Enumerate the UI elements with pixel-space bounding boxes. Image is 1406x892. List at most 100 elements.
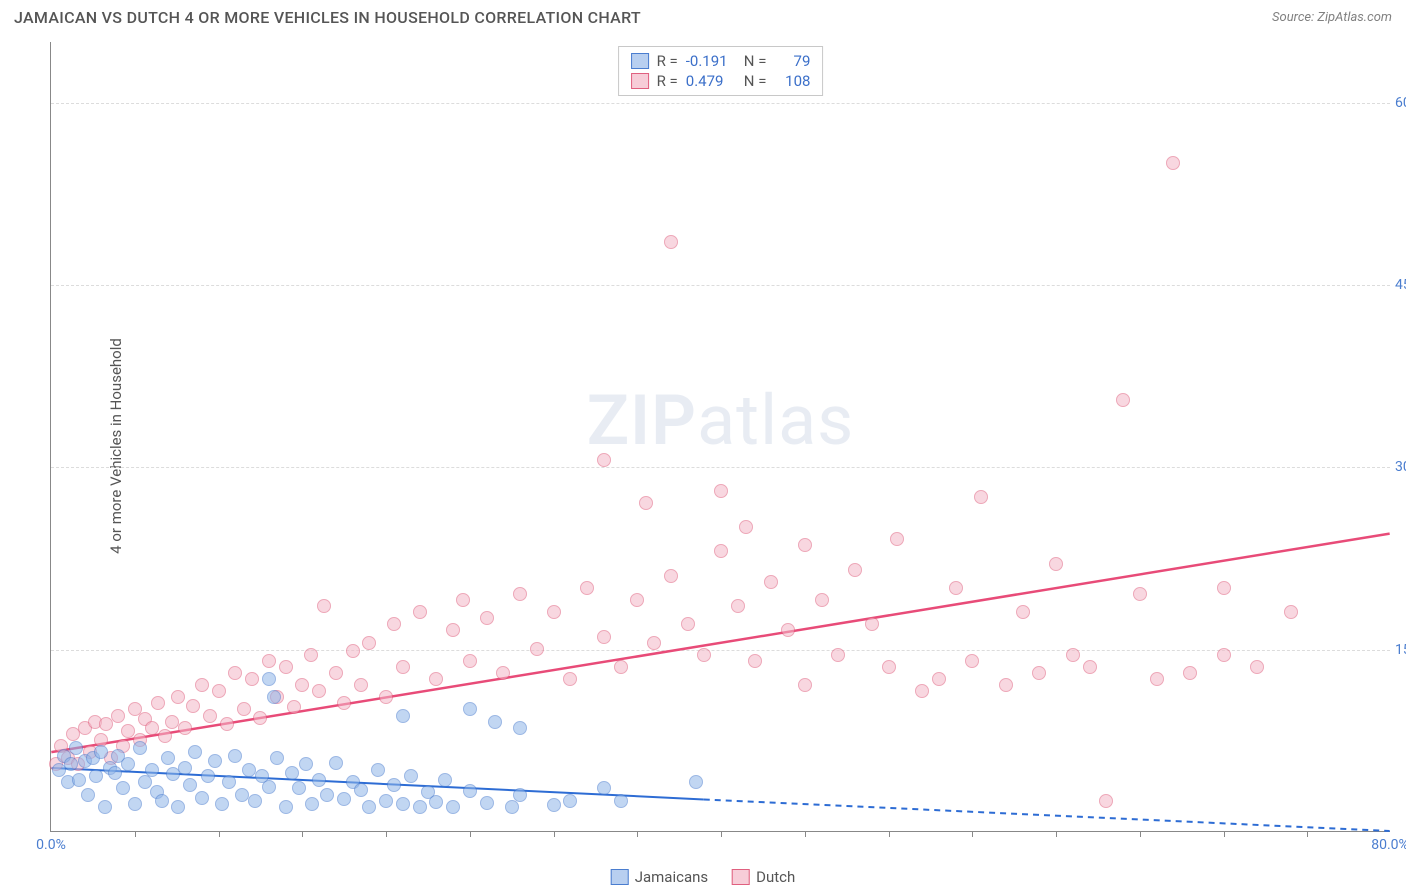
y-tick-label: 45.0%	[1395, 277, 1406, 293]
data-point-dutch	[1250, 660, 1264, 674]
y-tick-label: 60.0%	[1395, 95, 1406, 111]
data-point-jamaicans	[262, 780, 276, 794]
data-point-jamaicans	[337, 792, 351, 806]
data-point-dutch	[195, 678, 209, 692]
data-point-dutch	[848, 563, 862, 577]
data-point-jamaicans	[446, 800, 460, 814]
data-point-dutch	[1217, 581, 1231, 595]
data-point-dutch	[932, 672, 946, 686]
data-point-dutch	[1150, 672, 1164, 686]
data-point-dutch	[158, 729, 172, 743]
data-point-dutch	[630, 593, 644, 607]
data-point-dutch	[262, 654, 276, 668]
data-point-jamaicans	[235, 788, 249, 802]
data-point-dutch	[1016, 605, 1030, 619]
data-point-dutch	[739, 520, 753, 534]
correlation-stats-box: R = -0.191 N = 79 R = 0.479 N = 108	[618, 46, 824, 96]
data-point-dutch	[212, 684, 226, 698]
data-point-dutch	[111, 709, 125, 723]
data-point-jamaicans	[488, 715, 502, 729]
data-point-dutch	[337, 696, 351, 710]
data-point-dutch	[295, 678, 309, 692]
data-point-jamaicans	[463, 702, 477, 716]
data-point-dutch	[664, 235, 678, 249]
data-point-dutch	[639, 496, 653, 510]
r-value-dutch: 0.479	[686, 72, 736, 90]
data-point-jamaicans	[64, 757, 78, 771]
data-point-jamaicans	[299, 757, 313, 771]
data-point-dutch	[547, 605, 561, 619]
data-point-dutch	[1032, 666, 1046, 680]
data-point-dutch	[496, 666, 510, 680]
data-point-dutch	[312, 684, 326, 698]
data-point-jamaicans	[279, 800, 293, 814]
x-minor-tick	[302, 831, 303, 837]
data-point-jamaicans	[329, 756, 343, 770]
data-point-dutch	[228, 666, 242, 680]
data-point-jamaicans	[563, 794, 577, 808]
data-point-dutch	[178, 721, 192, 735]
legend-label-dutch: Dutch	[756, 868, 795, 886]
data-point-jamaicans	[387, 778, 401, 792]
data-point-jamaicans	[98, 800, 112, 814]
x-minor-tick	[889, 831, 890, 837]
r-label: R =	[657, 72, 678, 90]
data-point-dutch	[915, 684, 929, 698]
data-point-jamaicans	[396, 709, 410, 723]
data-point-dutch	[379, 690, 393, 704]
x-minor-tick	[135, 831, 136, 837]
data-point-dutch	[1166, 156, 1180, 170]
data-point-dutch	[530, 642, 544, 656]
data-point-dutch	[346, 644, 360, 658]
data-point-jamaicans	[597, 781, 611, 795]
data-point-dutch	[513, 587, 527, 601]
y-tick-label: 15.0%	[1395, 642, 1406, 658]
legend-item-dutch: Dutch	[732, 868, 795, 886]
legend-swatch-jamaicans	[611, 869, 629, 885]
x-minor-tick	[470, 831, 471, 837]
data-point-dutch	[329, 666, 343, 680]
data-point-jamaicans	[228, 749, 242, 763]
chart-title: JAMAICAN VS DUTCH 4 OR MORE VEHICLES IN …	[14, 8, 641, 27]
data-point-jamaicans	[513, 788, 527, 802]
data-point-jamaicans	[513, 721, 527, 735]
x-minor-tick	[721, 831, 722, 837]
data-point-jamaicans	[171, 800, 185, 814]
data-point-jamaicans	[242, 763, 256, 777]
chart-header: JAMAICAN VS DUTCH 4 OR MORE VEHICLES IN …	[0, 0, 1406, 33]
data-point-dutch	[781, 623, 795, 637]
data-point-jamaicans	[222, 775, 236, 789]
swatch-dutch	[631, 73, 649, 89]
data-point-jamaicans	[292, 781, 306, 795]
data-point-dutch	[664, 569, 678, 583]
data-point-dutch	[697, 648, 711, 662]
data-point-dutch	[882, 660, 896, 674]
data-point-jamaicans	[248, 794, 262, 808]
data-point-jamaicans	[371, 763, 385, 777]
data-point-dutch	[317, 599, 331, 613]
data-point-dutch	[890, 532, 904, 546]
data-point-dutch	[831, 648, 845, 662]
data-point-dutch	[245, 672, 259, 686]
stats-row-dutch: R = 0.479 N = 108	[631, 71, 811, 91]
data-point-dutch	[563, 672, 577, 686]
data-point-jamaicans	[354, 783, 368, 797]
x-tick-max: 80.0%	[1371, 837, 1406, 853]
data-point-jamaicans	[305, 797, 319, 811]
x-minor-tick	[1307, 831, 1308, 837]
r-value-jamaicans: -0.191	[686, 52, 736, 70]
n-label: N =	[744, 72, 767, 90]
data-point-dutch	[203, 709, 217, 723]
data-point-dutch	[429, 672, 443, 686]
data-point-dutch	[253, 711, 267, 725]
n-value-dutch: 108	[774, 72, 810, 90]
data-point-dutch	[714, 544, 728, 558]
data-point-dutch	[151, 696, 165, 710]
x-minor-tick	[637, 831, 638, 837]
data-point-dutch	[463, 654, 477, 668]
data-point-jamaicans	[505, 800, 519, 814]
data-point-dutch	[1049, 557, 1063, 571]
data-point-dutch	[597, 630, 611, 644]
x-minor-tick	[972, 831, 973, 837]
plot-area: ZIPatlas 15.0%30.0%45.0%60.0% R = -0.191…	[50, 42, 1390, 832]
